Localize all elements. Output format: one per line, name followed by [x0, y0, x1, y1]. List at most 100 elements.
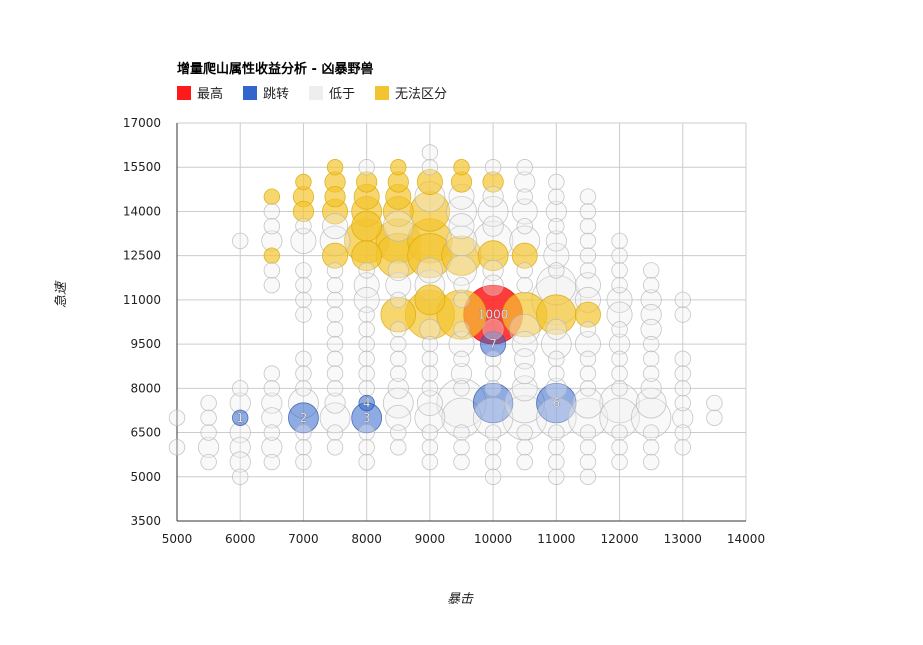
bubble-low[interactable] — [674, 291, 691, 309]
bubble-low[interactable] — [706, 409, 723, 427]
bubble-low[interactable] — [514, 171, 536, 193]
bubble-low[interactable] — [453, 321, 470, 338]
bubble-low[interactable] — [421, 335, 439, 353]
bubble-low[interactable] — [453, 439, 470, 456]
bubble-tie[interactable] — [390, 159, 407, 176]
bubble-low[interactable] — [482, 215, 504, 237]
bubble-low[interactable] — [482, 259, 504, 282]
bubble-low[interactable] — [198, 436, 220, 458]
bubble-low[interactable] — [674, 439, 691, 456]
bubble-tie[interactable] — [292, 200, 315, 223]
bubble-low[interactable] — [574, 272, 601, 299]
bubble-low[interactable] — [390, 335, 407, 353]
bubble-low[interactable] — [448, 331, 475, 358]
bubble-low[interactable] — [514, 362, 536, 385]
bubble-low[interactable] — [579, 188, 597, 205]
bubble-low[interactable] — [229, 436, 251, 458]
bubble-low[interactable] — [511, 198, 538, 225]
bubble-low[interactable] — [421, 424, 439, 441]
bubble-low[interactable] — [295, 439, 312, 456]
legend-item-best[interactable]: 最高 — [177, 83, 223, 102]
bubble-low[interactable] — [322, 213, 349, 240]
bubble-tie[interactable] — [263, 247, 281, 264]
bubble-low[interactable] — [516, 188, 533, 205]
bubble-low[interactable] — [419, 318, 441, 340]
bubble-low[interactable] — [326, 350, 344, 368]
bubble-low[interactable] — [446, 255, 477, 286]
bubble-low[interactable] — [326, 306, 344, 323]
bubble-low[interactable] — [453, 276, 470, 294]
bubble-low[interactable] — [579, 203, 597, 220]
bubble-low[interactable] — [382, 210, 414, 242]
bubble-low[interactable] — [611, 262, 628, 279]
bubble-low[interactable] — [263, 380, 281, 397]
bubble-low[interactable] — [548, 424, 565, 441]
bubble-low[interactable] — [574, 331, 601, 358]
bubble-low[interactable] — [358, 439, 375, 456]
bubble-tie[interactable] — [326, 159, 344, 176]
bubble-low[interactable] — [672, 407, 694, 429]
bubble-low[interactable] — [263, 365, 281, 382]
bubble-tie[interactable] — [351, 210, 383, 242]
bubble-low[interactable] — [263, 262, 281, 279]
bubble-low[interactable] — [232, 468, 249, 485]
bubble-low[interactable] — [263, 203, 281, 220]
bubble-low[interactable] — [453, 424, 470, 441]
bubble-low[interactable] — [514, 348, 536, 370]
bubble-low[interactable] — [263, 276, 281, 294]
bubble-low[interactable] — [599, 382, 640, 424]
bubble-low[interactable] — [353, 286, 380, 313]
bubble-tie[interactable] — [324, 186, 346, 208]
bubble-low[interactable] — [326, 439, 344, 456]
bubble-tie[interactable] — [574, 301, 601, 328]
legend-item-low[interactable]: 低于 — [309, 83, 355, 102]
bubble-low[interactable] — [642, 439, 660, 456]
bubble-tie[interactable] — [295, 173, 312, 191]
bubble-tie[interactable] — [322, 242, 349, 269]
bubble-low[interactable] — [642, 350, 660, 368]
legend-item-tie[interactable]: 无法区分 — [375, 83, 447, 102]
bubble-low[interactable] — [326, 424, 344, 441]
bubble-low[interactable] — [548, 173, 565, 191]
bubble-low[interactable] — [611, 321, 628, 338]
bubble-low[interactable] — [579, 217, 597, 235]
bubble-low[interactable] — [295, 365, 312, 382]
bubble-tie[interactable] — [453, 159, 470, 176]
bubble-low[interactable] — [642, 365, 660, 382]
bubble-low[interactable] — [484, 365, 502, 382]
bubble-low[interactable] — [548, 262, 565, 279]
bubble-tie[interactable] — [356, 171, 378, 193]
bubble-low[interactable] — [358, 159, 375, 176]
bubble-low[interactable] — [640, 318, 662, 340]
bubble-low[interactable] — [482, 186, 504, 208]
bubble-low[interactable] — [579, 350, 597, 368]
bubble-low[interactable] — [358, 335, 375, 353]
bubble-low[interactable] — [421, 144, 439, 161]
bubble-low[interactable] — [416, 257, 443, 284]
bubble-low[interactable] — [674, 350, 691, 368]
bubble-low[interactable] — [261, 407, 283, 429]
bubble-jump[interactable] — [232, 409, 249, 427]
bubble-low[interactable] — [579, 468, 597, 485]
bubble-low[interactable] — [642, 335, 660, 353]
bubble-low[interactable] — [579, 439, 597, 456]
bubble-low[interactable] — [674, 424, 691, 441]
bubble-low[interactable] — [484, 380, 502, 397]
bubble-low[interactable] — [414, 402, 446, 434]
bubble-low[interactable] — [358, 424, 375, 441]
bubble-tie[interactable] — [414, 284, 446, 316]
bubble-low[interactable] — [295, 262, 312, 279]
bubble-low[interactable] — [642, 453, 660, 471]
bubble-tie[interactable] — [436, 289, 487, 340]
bubble-low[interactable] — [168, 409, 186, 427]
legend-item-jump[interactable]: 跳转 — [243, 83, 289, 102]
bubble-low[interactable] — [326, 276, 344, 294]
bubble-low[interactable] — [642, 276, 660, 294]
bubble-low[interactable] — [263, 217, 281, 235]
bubble-low[interactable] — [448, 213, 475, 240]
bubble-low[interactable] — [509, 313, 541, 345]
bubble-tie[interactable] — [263, 188, 281, 205]
bubble-tie[interactable] — [416, 168, 443, 195]
bubble-low[interactable] — [295, 350, 312, 368]
bubble-low[interactable] — [261, 392, 283, 414]
